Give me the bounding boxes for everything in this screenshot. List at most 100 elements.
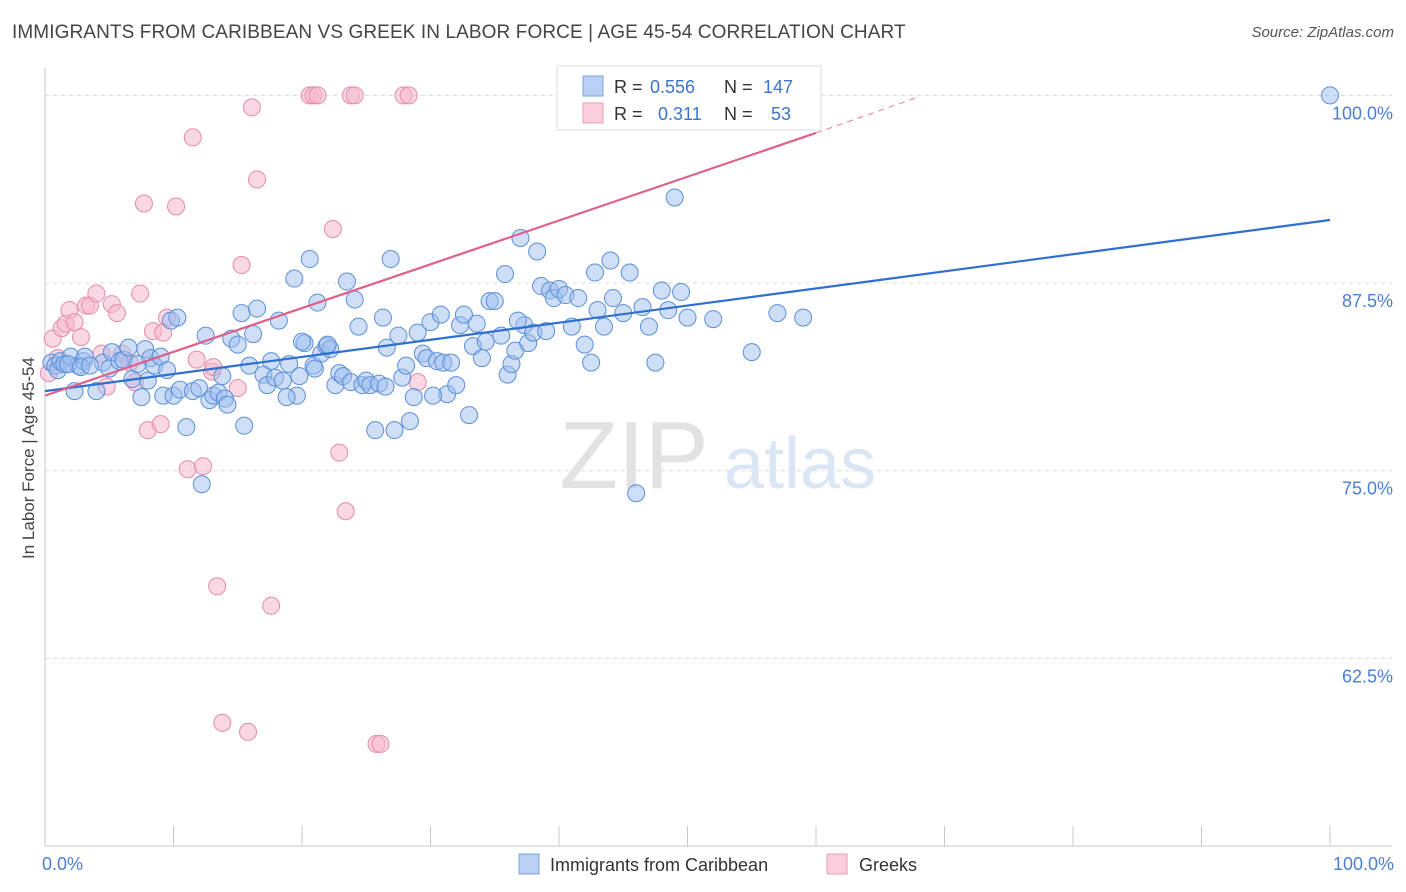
point-caribbean: [273, 371, 292, 390]
point-greeks: [262, 596, 281, 615]
point-caribbean: [168, 308, 187, 327]
point-caribbean: [603, 289, 622, 308]
point-greeks: [178, 460, 197, 479]
point-greeks: [228, 379, 247, 398]
point-greeks: [131, 284, 150, 303]
point-caribbean: [345, 290, 364, 309]
point-greeks: [134, 194, 153, 213]
legend-r-value-1: 0.556: [650, 77, 695, 97]
point-caribbean: [87, 382, 106, 401]
legend-top: R = 0.556 N = 147 R = 0.311 N = 53: [556, 65, 822, 131]
point-greeks: [330, 443, 349, 462]
point-caribbean: [511, 229, 530, 248]
legend-r-label-1: R =: [614, 77, 643, 97]
point-caribbean: [235, 416, 254, 435]
point-caribbean: [639, 317, 658, 336]
legend-n-label-2: N =: [724, 104, 753, 124]
watermark: ZIP atlas: [559, 402, 876, 509]
point-caribbean: [582, 353, 601, 372]
point-caribbean: [672, 283, 691, 302]
y-tick-label: 87.5%: [1342, 291, 1393, 311]
point-caribbean: [290, 367, 309, 386]
point-caribbean: [485, 292, 504, 311]
legend-n-value-2: 53: [771, 104, 791, 124]
point-caribbean: [349, 317, 368, 336]
trend-line-greeks: [44, 131, 817, 397]
point-greeks: [65, 313, 84, 332]
point-greeks: [194, 457, 213, 476]
point-greeks: [399, 86, 418, 105]
trend-line-caribbean: [44, 218, 1331, 393]
point-greeks: [248, 170, 267, 189]
axis-layer: 62.5% 75.0% 87.5% 100.0%: [44, 68, 1393, 847]
point-caribbean: [337, 272, 356, 291]
legend-n-label-1: N =: [724, 77, 753, 97]
point-greeks: [371, 734, 390, 753]
series-caribbean: [42, 86, 1339, 503]
point-caribbean: [232, 304, 251, 323]
legend-swatch-caribbean: [582, 75, 604, 97]
point-caribbean: [277, 388, 296, 407]
point-greeks: [107, 304, 126, 323]
point-greeks: [208, 577, 227, 596]
point-caribbean: [454, 305, 473, 324]
point-caribbean: [569, 289, 588, 308]
point-caribbean: [627, 484, 646, 503]
point-caribbean: [665, 188, 684, 207]
point-caribbean: [293, 332, 311, 351]
point-caribbean: [318, 335, 337, 354]
point-caribbean: [476, 332, 495, 351]
point-caribbean: [431, 305, 450, 324]
point-greeks: [167, 197, 186, 216]
point-caribbean: [585, 263, 604, 282]
point-caribbean: [594, 317, 613, 336]
x-tick-label-max: 100.0%: [1333, 854, 1394, 874]
point-caribbean: [467, 314, 486, 333]
point-caribbean: [119, 338, 138, 357]
point-caribbean: [80, 356, 99, 375]
point-caribbean: [460, 406, 479, 425]
point-greeks: [239, 722, 258, 741]
point-greeks: [183, 128, 202, 147]
point-caribbean: [366, 421, 385, 440]
point-caribbean: [424, 386, 443, 405]
legend-r-value-2: 0.311: [658, 104, 702, 124]
point-caribbean: [575, 335, 594, 354]
y-axis-label: In Labor Force | Age 45-54: [19, 357, 38, 559]
point-caribbean: [404, 388, 423, 407]
series-greeks: [39, 86, 427, 753]
bottom-legend-swatch-caribbean: [518, 853, 540, 875]
point-caribbean: [537, 322, 556, 341]
legend-r-label-2: R =: [614, 104, 643, 124]
point-caribbean: [218, 395, 237, 414]
point-caribbean: [138, 371, 157, 390]
point-caribbean: [285, 269, 304, 288]
point-greeks: [323, 220, 342, 239]
y-tick-label: 62.5%: [1342, 666, 1393, 686]
point-caribbean: [794, 308, 813, 327]
grid-layer: [45, 94, 1392, 659]
bottom-legend-swatch-greeks: [826, 853, 848, 875]
point-greeks: [87, 284, 106, 303]
point-caribbean: [397, 356, 416, 375]
legend-swatch-greeks: [582, 102, 604, 124]
watermark-atlas: atlas: [724, 424, 876, 504]
chart-source: Source: ZipAtlas.com: [1251, 24, 1394, 41]
point-greeks: [308, 86, 327, 105]
point-caribbean: [678, 308, 697, 327]
point-greeks: [345, 86, 364, 105]
point-caribbean: [472, 349, 491, 368]
point-caribbean: [190, 379, 209, 398]
point-greeks: [408, 373, 427, 392]
point-caribbean: [442, 353, 461, 372]
point-greeks: [242, 98, 261, 117]
point-caribbean: [248, 299, 267, 318]
chart-title: IMMIGRANTS FROM CARIBBEAN VS GREEK IN LA…: [12, 22, 906, 43]
point-greeks: [187, 350, 206, 369]
legend-bottom: Immigrants from Caribbean Greeks: [518, 853, 917, 875]
point-caribbean: [400, 412, 419, 431]
bottom-legend-label-greeks: Greeks: [859, 855, 917, 875]
point-caribbean: [1321, 86, 1339, 105]
